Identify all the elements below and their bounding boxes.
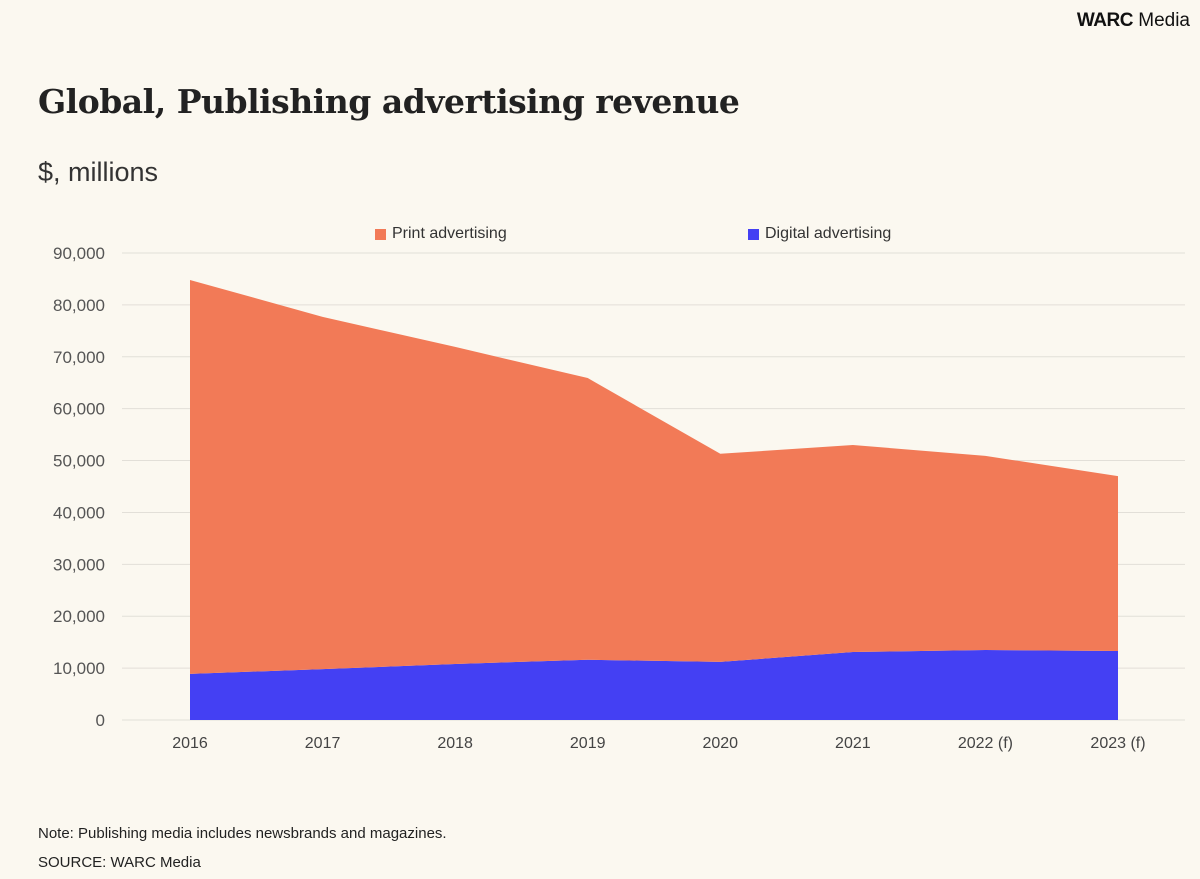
y-tick-label: 80,000: [53, 296, 105, 315]
legend-label-digital: Digital advertising: [765, 225, 892, 242]
y-tick-label: 90,000: [53, 244, 105, 263]
x-tick-label: 2023 (f): [1090, 735, 1145, 752]
area-digital-advertising: [190, 649, 1118, 720]
area-print-advertising: [190, 279, 1118, 674]
legend-swatch-digital: [748, 228, 759, 240]
legend-item-print: Print advertising: [375, 225, 507, 243]
y-tick-label: 20,000: [53, 607, 105, 626]
x-tick-label: 2020: [702, 735, 738, 752]
legend-swatch-print: [375, 228, 386, 240]
y-tick-label: 60,000: [53, 400, 105, 419]
x-tick-label: 2022 (f): [958, 735, 1013, 752]
y-tick-label: 10,000: [53, 659, 105, 678]
brand-regular: Media: [1138, 10, 1190, 31]
chart-subtitle: $, millions: [38, 157, 159, 187]
chart-title: Global, Publishing advertising revenue: [38, 82, 740, 121]
source-note: SOURCE: WARC Media: [38, 854, 201, 871]
legend-label-print: Print advertising: [392, 225, 507, 242]
x-tick-label: 2016: [172, 735, 208, 752]
legend: Print advertising Digital advertising: [0, 225, 1200, 245]
y-tick-label: 40,000: [53, 503, 105, 522]
brand-logo: WARC Media: [1077, 10, 1190, 32]
brand-bold: WARC: [1076, 10, 1134, 31]
footnote: Note: Publishing media includes newsbran…: [38, 825, 447, 842]
x-tick-label: 2018: [437, 735, 473, 752]
y-tick-label: 50,000: [53, 452, 105, 471]
y-tick-label: 70,000: [53, 348, 105, 367]
x-tick-label: 2017: [305, 735, 341, 752]
x-tick-label: 2019: [570, 735, 606, 752]
x-tick-label: 2021: [835, 735, 871, 752]
y-tick-label: 0: [96, 711, 105, 730]
y-tick-label: 30,000: [53, 555, 105, 574]
legend-item-digital: Digital advertising: [748, 225, 891, 243]
